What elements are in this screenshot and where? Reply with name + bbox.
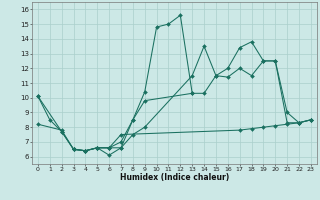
X-axis label: Humidex (Indice chaleur): Humidex (Indice chaleur) [120,173,229,182]
